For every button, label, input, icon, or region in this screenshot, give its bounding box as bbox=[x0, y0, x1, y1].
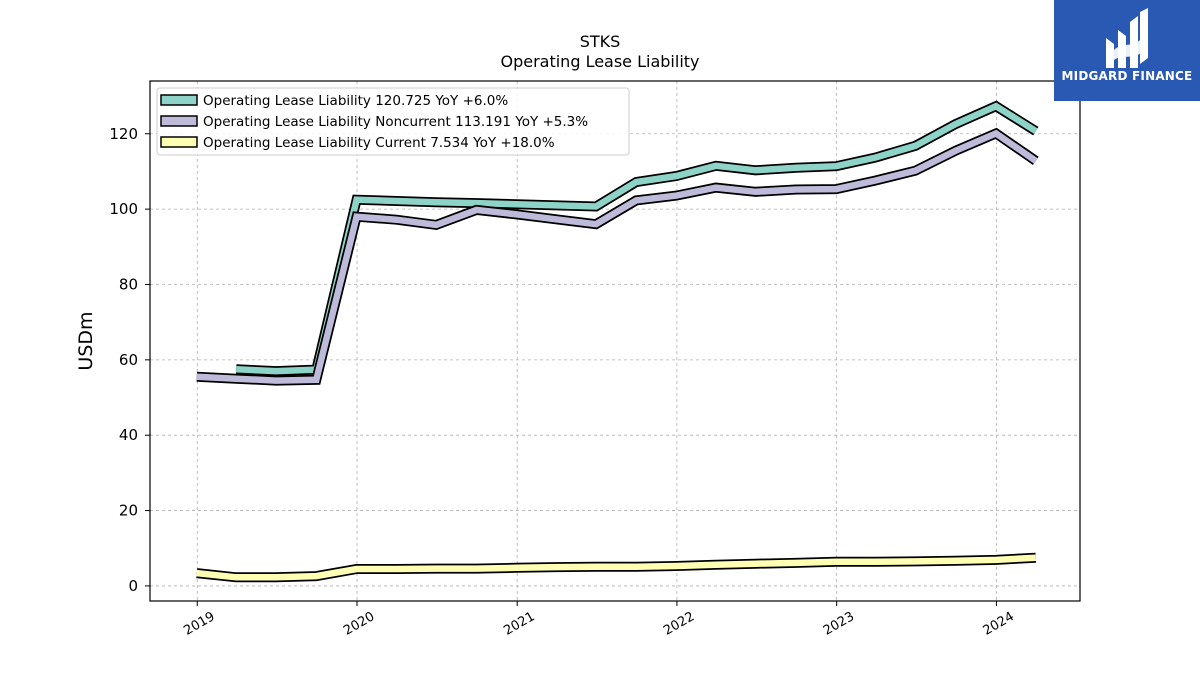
series-layer bbox=[196, 100, 1039, 583]
legend-swatch bbox=[160, 136, 198, 148]
series-2-line bbox=[196, 127, 1039, 386]
legend-label: Operating Lease Liability 120.725 YoY +6… bbox=[203, 93, 508, 109]
legend-label: Operating Lease Liability Current 7.534 … bbox=[203, 135, 555, 151]
brand-logo: MIDGARD FINANCE bbox=[1054, 0, 1200, 101]
logo-text: MIDGARD FINANCE bbox=[1061, 69, 1193, 83]
y-tick-label: 80 bbox=[119, 275, 138, 293]
x-tick-label: 2019 bbox=[181, 609, 217, 639]
legend: Operating Lease Liability 120.725 YoY +6… bbox=[156, 87, 630, 156]
y-tick-label: 20 bbox=[119, 502, 138, 520]
x-tick-label: 2020 bbox=[341, 609, 377, 639]
x-tick-label: 2023 bbox=[821, 609, 857, 639]
legend-swatch bbox=[160, 94, 198, 106]
x-tick-label: 2022 bbox=[661, 609, 697, 639]
y-tick-label: 60 bbox=[119, 351, 138, 369]
grid-lines bbox=[150, 81, 1080, 601]
y-tick-label: 120 bbox=[109, 125, 138, 143]
series-stroke bbox=[196, 129, 1038, 384]
y-tick-label: 100 bbox=[109, 200, 138, 218]
legend-swatch bbox=[160, 115, 198, 127]
legend-box bbox=[156, 87, 630, 156]
y-tick-label: 40 bbox=[119, 426, 138, 444]
y-axis-label: USDm bbox=[75, 311, 97, 370]
y-tick-label: 0 bbox=[128, 577, 138, 595]
x-tick-label: 2024 bbox=[981, 609, 1017, 639]
x-tick-label: 2021 bbox=[501, 609, 537, 639]
plot-frame bbox=[149, 80, 1081, 602]
series-stroke bbox=[196, 554, 1036, 581]
chart-title: STKS bbox=[579, 32, 621, 51]
chart-subtitle: Operating Lease Liability bbox=[500, 52, 700, 71]
series-3-line bbox=[196, 552, 1037, 583]
logo-mark-icon bbox=[1106, 8, 1148, 68]
legend-label: Operating Lease Liability Noncurrent 113… bbox=[203, 114, 588, 130]
